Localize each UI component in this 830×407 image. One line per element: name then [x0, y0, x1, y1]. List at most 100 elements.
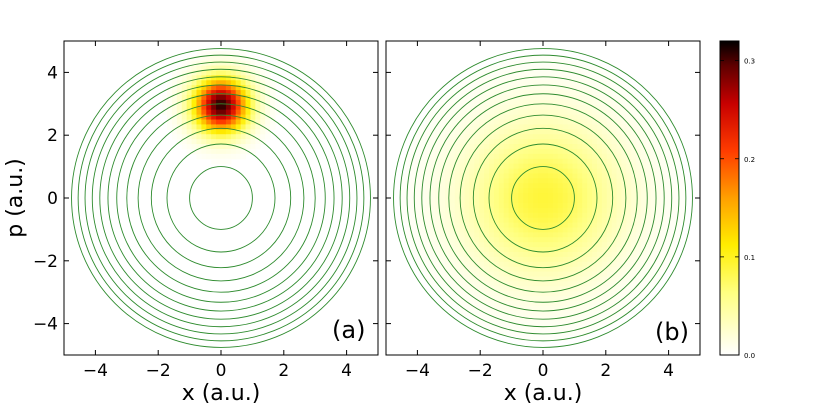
heatmap-cell: [274, 104, 281, 111]
heatmap-cell: [503, 320, 510, 327]
heatmap-cell: [636, 173, 642, 179]
heatmap-cell: [616, 256, 623, 263]
heatmap-cell: [547, 85, 554, 91]
heatmap-cell: [582, 310, 588, 317]
heatmap-cell: [631, 119, 637, 126]
heatmap-cell: [533, 325, 539, 332]
heatmap-cell: [498, 198, 505, 204]
heatmap-cell: [211, 114, 217, 121]
heatmap-cell: [400, 202, 407, 209]
heatmap-cell: [498, 242, 505, 248]
heatmap-cell: [176, 70, 183, 76]
heatmap-cell: [513, 291, 520, 297]
heatmap-cell: [493, 212, 500, 219]
heatmap-cell: [405, 217, 412, 224]
heatmap-cell: [405, 227, 412, 233]
heatmap-cell: [523, 237, 529, 243]
heatmap-cell: [503, 266, 510, 273]
heatmap-cell: [196, 75, 202, 81]
heatmap-cell: [592, 301, 598, 307]
heatmap-cell: [543, 325, 549, 332]
heatmap-cell: [171, 124, 178, 130]
heatmap-cell: [503, 212, 510, 219]
heatmap-cell: [474, 90, 480, 96]
heatmap-cell: [660, 139, 667, 145]
heatmap-cell: [538, 276, 544, 283]
heatmap-cell: [260, 114, 266, 121]
heatmap-cell: [484, 271, 490, 278]
heatmap-cell: [459, 271, 466, 278]
heatmap-cell: [162, 99, 168, 106]
heatmap-cell: [592, 291, 598, 297]
heatmap-cell: [513, 315, 520, 322]
heatmap-cell: [611, 286, 618, 292]
heatmap-cell: [523, 99, 529, 106]
heatmap-cell: [221, 94, 227, 101]
heatmap-cell: [186, 60, 193, 67]
heatmap-cell: [221, 129, 227, 135]
heatmap-cell: [513, 124, 520, 130]
heatmap-cell: [211, 75, 217, 81]
heatmap-cell: [503, 75, 510, 81]
heatmap-cell: [225, 55, 232, 62]
heatmap-cell: [636, 144, 642, 150]
heatmap-cell: [410, 144, 417, 150]
heatmap-cell: [543, 60, 549, 67]
heatmap-cell: [498, 193, 505, 199]
heatmap-cell: [498, 271, 505, 278]
heatmap-cell: [181, 85, 188, 91]
heatmap-cell: [660, 129, 667, 135]
heatmap-cell: [538, 139, 544, 145]
heatmap-cell: [601, 173, 608, 179]
heatmap-cell: [562, 281, 569, 287]
heatmap-cell: [543, 178, 549, 184]
heatmap-cell: [596, 207, 603, 214]
heatmap-cell: [631, 256, 637, 263]
heatmap-cell: [601, 242, 608, 248]
heatmap-cell: [626, 85, 632, 91]
heatmap-cell: [415, 207, 421, 214]
heatmap-cell: [577, 158, 583, 165]
heatmap-cell: [459, 139, 466, 145]
heatmap-cell: [626, 301, 632, 307]
heatmap-cell: [444, 114, 451, 121]
heatmap-cell: [543, 173, 549, 179]
heatmap-cell: [498, 134, 505, 140]
heatmap-cell: [660, 163, 667, 170]
heatmap-cell: [606, 217, 613, 224]
heatmap-cell: [420, 139, 426, 145]
heatmap-cell: [435, 168, 441, 175]
heatmap-cell: [552, 247, 559, 253]
heatmap-cell: [498, 251, 505, 258]
heatmap-cell: [454, 183, 461, 189]
heatmap-cell: [670, 217, 677, 224]
heatmap-cell: [444, 119, 451, 126]
heatmap-cell: [601, 232, 608, 238]
heatmap-cell: [221, 85, 227, 91]
heatmap-cell: [498, 183, 505, 189]
x-tick-label: 2: [278, 361, 289, 381]
heatmap-cell: [616, 104, 623, 111]
heatmap-cell: [596, 99, 603, 106]
heatmap-cell: [464, 232, 471, 238]
heatmap-cell: [420, 153, 426, 160]
heatmap-cell: [508, 202, 515, 209]
heatmap-cell: [171, 104, 178, 111]
heatmap-cell: [557, 104, 564, 111]
heatmap-cell: [474, 198, 480, 204]
heatmap-cell: [415, 247, 421, 253]
heatmap-cell: [469, 198, 475, 204]
heatmap-cell: [171, 70, 178, 76]
heatmap-cell: [557, 325, 564, 332]
heatmap-cell: [191, 90, 198, 96]
heatmap-cell: [216, 70, 222, 76]
heatmap-cell: [592, 163, 598, 170]
heatmap-cell: [655, 256, 662, 263]
heatmap-cell: [631, 281, 637, 287]
heatmap-cell: [533, 266, 539, 273]
heatmap-cell: [484, 70, 490, 76]
heatmap-cell: [601, 315, 608, 322]
heatmap-cell: [245, 134, 252, 140]
heatmap-cell: [216, 85, 222, 91]
heatmap-cell: [567, 276, 574, 283]
